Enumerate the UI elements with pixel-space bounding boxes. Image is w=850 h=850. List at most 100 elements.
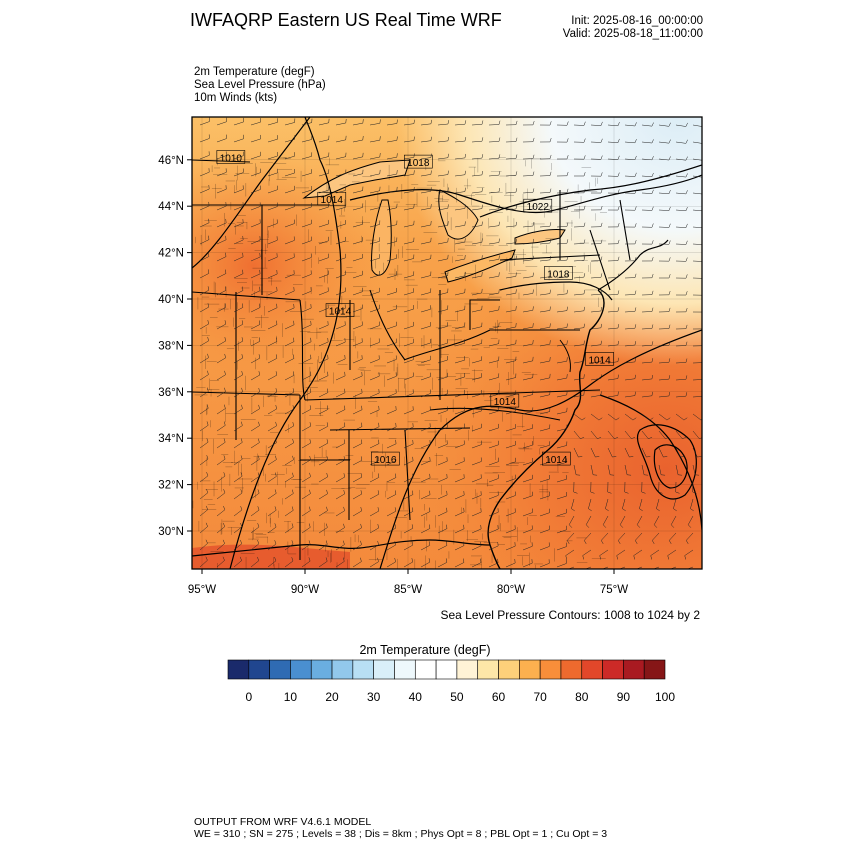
wind-barb [454, 137, 467, 143]
wind-barb [386, 422, 397, 432]
wind-barb [607, 413, 620, 421]
wind-barb [505, 457, 516, 466]
wind-barb [505, 424, 516, 432]
wind-barb [573, 391, 585, 398]
wind-barb [233, 556, 242, 568]
pressure-label-text: 1022 [527, 202, 550, 213]
wind-barb [437, 153, 449, 160]
wind-barb [658, 173, 671, 178]
wind-barb [471, 187, 483, 194]
wind-barb [641, 172, 654, 177]
wind-barb [522, 205, 535, 211]
latitude-tick-label: 36°N [158, 387, 184, 399]
wind-barb [318, 287, 329, 296]
wind-barb [539, 222, 552, 228]
colorbar-swatch [560, 659, 583, 680]
wind-barb [624, 374, 636, 381]
wind-barb [658, 430, 670, 439]
wind-barb [216, 404, 226, 415]
wind-barb [675, 190, 688, 195]
wind-barb [420, 541, 431, 551]
wind-barb [250, 252, 261, 262]
wind-barb [454, 558, 465, 568]
wind-barb [199, 320, 209, 330]
wind-barb [233, 320, 244, 330]
wind-barb [624, 341, 637, 347]
wind-barb [301, 354, 312, 364]
wind-barb [471, 440, 482, 449]
wind-barb [250, 168, 261, 177]
wind-barb [267, 320, 278, 330]
wind-barb [386, 372, 397, 381]
wind-barb [454, 153, 466, 160]
wind-barb [437, 541, 448, 551]
wind-barb [539, 559, 550, 568]
wind-barb [233, 404, 243, 415]
wind-barb [522, 525, 533, 534]
wind-barb [369, 557, 379, 568]
wind-barb [607, 324, 620, 330]
wind-barb [505, 390, 517, 398]
wind-barb [556, 492, 567, 500]
wind-barb [556, 441, 568, 449]
wind-barb [488, 255, 500, 262]
wind-barb [607, 374, 619, 381]
latitude-tick-label: 30°N [158, 526, 184, 538]
colorbar-swatch [435, 659, 458, 680]
wind-barb [641, 206, 654, 211]
wind-barb [539, 323, 551, 330]
state-border [299, 299, 306, 401]
wind-barb [420, 338, 431, 347]
wind-barb [199, 438, 209, 449]
wind-barb [335, 422, 346, 432]
field-label-temperature: 2m Temperature (degF) [194, 66, 315, 78]
pressure-label-text: 1014 [545, 455, 568, 466]
wind-barb [692, 328, 702, 330]
wind-barb [318, 557, 328, 568]
wind-barb [522, 457, 533, 466]
wind-barb [318, 371, 329, 381]
wind-barb [318, 523, 328, 534]
wind-barb [301, 236, 312, 245]
colorbar-swatch [581, 659, 603, 680]
wind-barb [233, 387, 243, 398]
wind-barb [267, 557, 277, 568]
wind-barb [420, 423, 431, 432]
wind-barb [624, 273, 637, 279]
wind-barb [301, 439, 311, 449]
colorbar-swatch [331, 659, 354, 680]
wind-barb [471, 356, 483, 364]
wind-barb [573, 273, 586, 279]
wind-barb [318, 456, 328, 466]
wind-barb [624, 413, 637, 421]
wind-barb [267, 135, 278, 143]
pressure-label: 1022 [523, 198, 553, 213]
wind-barb [369, 490, 380, 500]
wind-barb [590, 307, 603, 313]
wind-barb [505, 238, 517, 245]
wind-barb [641, 464, 649, 476]
county-borders [192, 157, 608, 569]
wind-barb [420, 153, 432, 160]
wind-barb [590, 189, 603, 194]
wind-barb [233, 337, 243, 347]
wind-barb [607, 391, 619, 398]
wind-barb [639, 498, 643, 512]
pressure-label-text: 1018 [547, 269, 570, 280]
wind-barb [352, 540, 362, 551]
wind-barb [539, 272, 551, 279]
wind-barb [471, 322, 483, 330]
wind-barb [675, 274, 688, 279]
wind-barb [284, 169, 295, 177]
wind-barb [556, 205, 569, 211]
wind-barb [386, 406, 397, 415]
wind-barb [437, 288, 449, 296]
wind-barb [437, 355, 448, 364]
wind-barb [658, 413, 671, 421]
wind-barb [233, 421, 243, 432]
wind-barb [420, 187, 432, 194]
wind-barb [675, 173, 688, 178]
wind-barb [658, 481, 663, 494]
wind-barb [352, 321, 363, 330]
wind-barb [590, 357, 602, 364]
